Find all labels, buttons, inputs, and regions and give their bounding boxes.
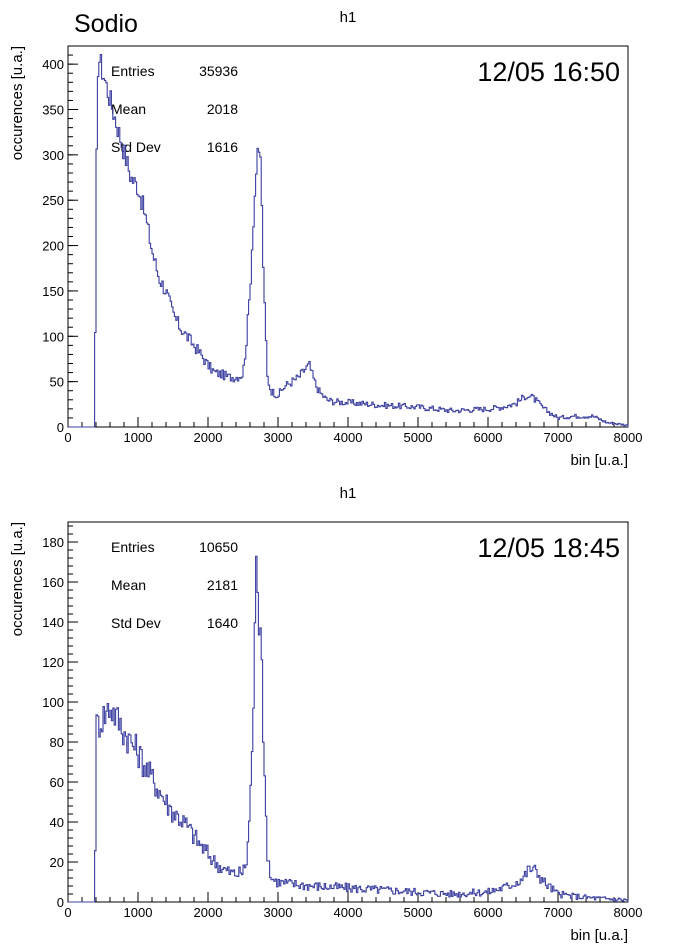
x-tick-label: 0 [64, 905, 71, 920]
x-tick-label: 1000 [124, 905, 153, 920]
x-tick-label: 3000 [264, 905, 293, 920]
stat-label: Entries [111, 63, 155, 79]
stat-value: 2018 [207, 101, 238, 117]
x-tick-label: 2000 [194, 430, 223, 445]
stat-label: Entries [111, 539, 155, 555]
y-tick-label: 200 [42, 239, 64, 254]
y-tick-label: 160 [42, 575, 64, 590]
y-axis-label: occurences [u.a.] [9, 522, 26, 636]
timestamp-label: 12/05 18:45 [477, 533, 620, 563]
x-tick-label: 8000 [614, 905, 643, 920]
histogram-panel-bottom: h1 0 1000 2000 3000 4000 5000 6000 7000 8000 0 20 40… [9, 485, 642, 944]
stat-label: Mean [111, 577, 146, 593]
x-tick-label: 4000 [334, 905, 363, 920]
y-tick-label: 140 [42, 615, 64, 630]
x-tick-label: 7000 [544, 905, 573, 920]
x-tick-label: 4000 [334, 430, 363, 445]
histogram-line [68, 555, 629, 903]
stat-value: 35936 [199, 63, 238, 79]
y-tick-label: 0 [57, 895, 64, 910]
y-tick-label: 80 [50, 735, 64, 750]
y-tick-label: 100 [42, 695, 64, 710]
stat-label: Mean [111, 101, 146, 117]
x-tick-label: 0 [64, 430, 71, 445]
x-axis-label: bin [u.a.] [570, 452, 628, 469]
stat-label: Std Dev [111, 139, 161, 155]
y-tick-label: 20 [50, 855, 64, 870]
x-tick-label: 6000 [474, 430, 503, 445]
y-tick-label: 120 [42, 655, 64, 670]
y-tick-label: 400 [42, 57, 64, 72]
x-tick-label: 7000 [544, 430, 573, 445]
y-tick-label: 40 [50, 815, 64, 830]
histogram-line [68, 53, 629, 428]
stat-value: 2181 [207, 577, 238, 593]
x-tick-label: 6000 [474, 905, 503, 920]
y-tick-label: 0 [57, 420, 64, 435]
stat-value: 1616 [207, 139, 238, 155]
timestamp-label: 12/05 16:50 [477, 57, 620, 87]
y-tick-label: 250 [42, 193, 64, 208]
y-tick-label: 50 [50, 375, 64, 390]
plot-frame [67, 45, 629, 428]
histogram-panel-top: h1 0 1000 2000 3000 4000 5000 6000 7000 8000 0 50 10… [9, 9, 642, 469]
y-tick-label: 350 [42, 103, 64, 118]
x-tick-label: 5000 [404, 905, 433, 920]
y-tick-label: 300 [42, 148, 64, 163]
chart-title: h1 [340, 9, 357, 26]
plot-frame [67, 521, 629, 903]
x-tick-label: 8000 [614, 430, 643, 445]
y-axis-label: occurences [u.a.] [9, 46, 26, 160]
x-tick-label: 3000 [264, 430, 293, 445]
y-tick-label: 100 [42, 329, 64, 344]
stat-value: 10650 [199, 539, 238, 555]
chart-title: h1 [340, 485, 357, 502]
x-tick-label: 1000 [124, 430, 153, 445]
y-tick-label: 60 [50, 775, 64, 790]
figure-title: Sodio [74, 10, 138, 38]
x-tick-label: 2000 [194, 905, 223, 920]
y-tick-label: 180 [42, 535, 64, 550]
y-tick-label: 150 [42, 284, 64, 299]
x-axis-label: bin [u.a.] [570, 927, 628, 944]
x-tick-label: 5000 [404, 430, 433, 445]
stat-label: Std Dev [111, 615, 161, 631]
stat-value: 1640 [207, 615, 238, 631]
